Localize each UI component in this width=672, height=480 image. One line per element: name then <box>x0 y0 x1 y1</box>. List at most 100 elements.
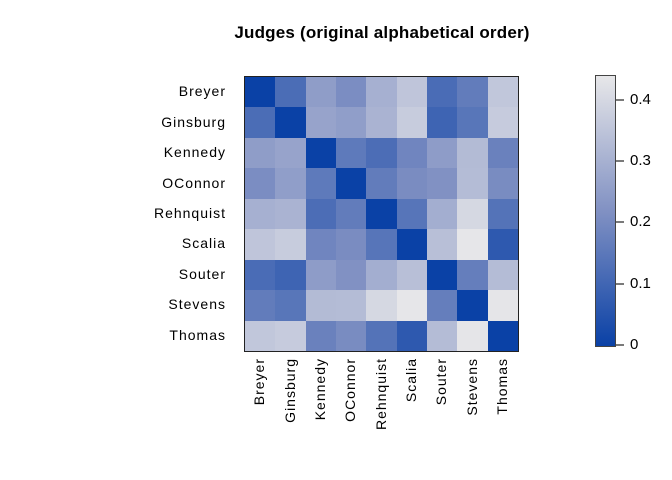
heatmap-cell <box>275 229 306 260</box>
colorbar-tick <box>616 282 624 285</box>
heatmap-cell <box>275 198 306 230</box>
heatmap-cell <box>457 168 488 199</box>
heatmap-cell <box>427 320 458 351</box>
heatmap-cell <box>366 77 397 108</box>
heatmap <box>244 76 519 352</box>
heatmap-cell <box>336 137 367 169</box>
y-axis-label: Kennedy <box>163 144 226 161</box>
heatmap-cell <box>427 259 458 291</box>
heatmap-cell <box>457 198 488 230</box>
y-axis-label: Stevens <box>168 296 226 313</box>
heatmap-cell <box>336 259 367 291</box>
heatmap-cell <box>487 137 518 169</box>
x-axis-label: Breyer <box>251 358 268 406</box>
heatmap-cell <box>245 229 276 260</box>
y-axis-label: Rehnquist <box>153 205 226 221</box>
heatmap-cell <box>427 107 458 138</box>
heatmap-cell <box>396 259 427 291</box>
heatmap-cell <box>396 137 427 169</box>
colorbar-tick-label: 0.4 <box>630 90 651 108</box>
heatmap-cell <box>245 290 276 321</box>
heatmap-cell <box>427 198 458 230</box>
heatmap-cell <box>457 229 488 260</box>
heatmap-cell <box>275 137 306 169</box>
heatmap-cell <box>457 320 488 351</box>
y-axis-label: OConnor <box>162 174 226 191</box>
heatmap-cell <box>305 259 336 291</box>
heatmap-cell <box>245 259 276 291</box>
heatmap-cell <box>487 290 518 321</box>
heatmap-cell <box>396 168 427 199</box>
heatmap-cell <box>305 168 336 199</box>
heatmap-cell <box>487 320 518 351</box>
x-axis-label: Kennedy <box>311 358 328 421</box>
x-axis-label: Souter <box>433 358 450 406</box>
heatmap-cell <box>396 107 427 138</box>
heatmap-cell <box>427 229 458 260</box>
heatmap-cell <box>305 77 336 108</box>
heatmap-cell <box>245 107 276 138</box>
heatmap-cell <box>245 77 276 108</box>
heatmap-cell <box>336 168 367 199</box>
heatmap-cell <box>457 137 488 169</box>
colorbar-tick <box>616 221 624 224</box>
heatmap-cell <box>245 320 276 351</box>
y-axis-label: Scalia <box>181 235 226 252</box>
heatmap-cell <box>275 320 306 351</box>
heatmap-cell <box>366 107 397 138</box>
colorbar <box>595 75 616 347</box>
heatmap-cell <box>396 290 427 321</box>
heatmap-cell <box>457 77 488 108</box>
heatmap-cell <box>245 137 276 169</box>
heatmap-cell <box>366 290 397 321</box>
colorbar-tick-label: 0 <box>630 336 639 353</box>
heatmap-cell <box>366 229 397 260</box>
heatmap-cell <box>336 77 367 108</box>
heatmap-cell <box>427 137 458 169</box>
heatmap-cell <box>457 290 488 321</box>
x-axis-label: Thomas <box>493 358 510 415</box>
heatmap-cell <box>305 107 336 138</box>
x-axis-label: Ginsburg <box>281 358 298 423</box>
heatmap-cell <box>245 198 276 230</box>
colorbar-tick <box>616 344 624 346</box>
x-axis-label: OConnor <box>342 358 359 422</box>
heatmap-cell <box>366 198 397 230</box>
x-axis-label: Rehnquist <box>372 358 389 431</box>
heatmap-cell <box>245 168 276 199</box>
heatmap-cell <box>275 107 306 138</box>
heatmap-cell <box>396 198 427 230</box>
chart-title: Judges (original alphabetical order) <box>234 23 530 42</box>
heatmap-cell <box>427 290 458 321</box>
heatmap-cell <box>336 229 367 260</box>
heatmap-cell <box>336 320 367 351</box>
heatmap-cell <box>427 168 458 199</box>
y-axis-label: Thomas <box>169 326 226 343</box>
y-axis-label: Ginsburg <box>161 113 226 130</box>
heatmap-cell <box>336 107 367 138</box>
x-axis-label: Stevens <box>463 358 480 416</box>
colorbar-tick-label: 0.1 <box>630 274 651 292</box>
colorbar-tick-label: 0.2 <box>630 213 651 231</box>
heatmap-cell <box>305 198 336 230</box>
heatmap-cell <box>336 290 367 321</box>
heatmap-cell <box>427 77 458 108</box>
heatmap-cell <box>275 77 306 108</box>
heatmap-cell <box>305 320 336 351</box>
heatmap-cell <box>275 290 306 321</box>
heatmap-cell <box>487 229 518 260</box>
colorbar-tick <box>616 98 624 101</box>
heatmap-cell <box>305 137 336 169</box>
heatmap-cell <box>487 107 518 138</box>
heatmap-cell <box>275 168 306 199</box>
x-axis-label: Scalia <box>402 358 419 403</box>
colorbar-tick <box>616 159 624 162</box>
heatmap-cell <box>396 320 427 351</box>
heatmap-cell <box>275 259 306 291</box>
heatmap-cell <box>305 290 336 321</box>
heatmap-cell <box>366 137 397 169</box>
heatmap-cell <box>366 320 397 351</box>
heatmap-cell <box>457 259 488 291</box>
colorbar-tick-label: 0.3 <box>630 151 651 169</box>
